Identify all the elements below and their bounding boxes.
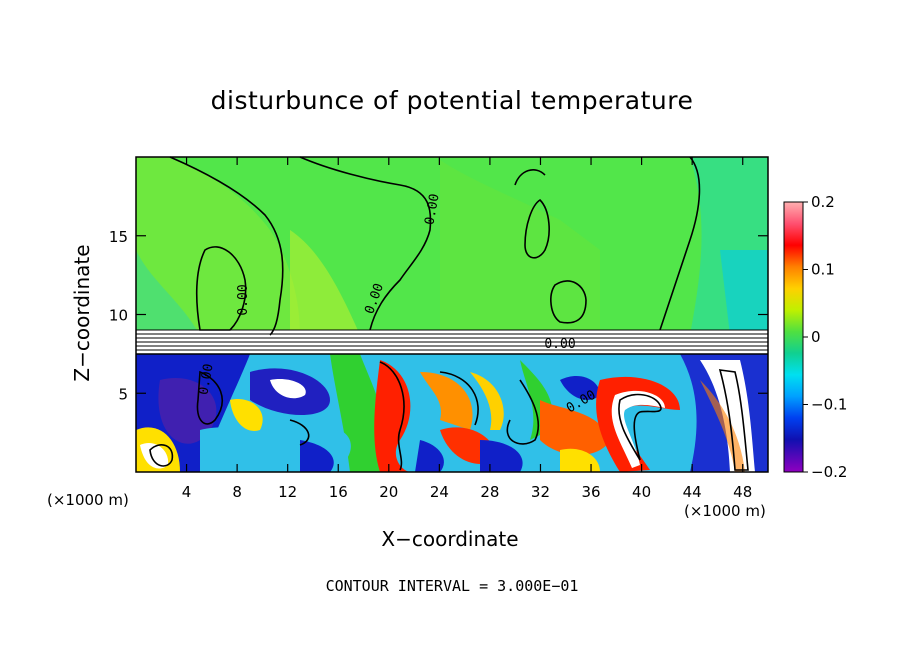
y-axis: 5 10 15 <box>109 228 768 403</box>
x-tick-label: 20 <box>379 483 398 501</box>
contour-interval: CONTOUR INTERVAL = 3.000E−01 <box>325 577 579 595</box>
x-tick-label: 32 <box>531 483 550 501</box>
x-unit-left: (×1000 m) <box>47 491 129 509</box>
x-unit-right: (×1000 m) <box>684 502 766 520</box>
contour-label: 0.00 <box>236 284 251 315</box>
y-tick-label: 15 <box>109 228 128 246</box>
x-tick-label: 44 <box>683 483 702 501</box>
x-tick-label: 12 <box>278 483 297 501</box>
contour-lines <box>136 156 768 471</box>
chart-title: disturbunce of potential temperature <box>210 86 694 115</box>
y-tick-label: 5 <box>118 385 128 403</box>
colorbar-tick-label: 0 <box>811 328 821 346</box>
colorbar-tick-label: −0.2 <box>811 463 847 481</box>
x-tick-label: 36 <box>581 483 600 501</box>
x-tick-label: 16 <box>329 483 348 501</box>
x-tick-label: 48 <box>733 483 752 501</box>
x-tick-label: 28 <box>480 483 499 501</box>
heatmap-field <box>136 157 768 472</box>
y-axis-label: Z−coordinate <box>70 244 94 382</box>
colorbar <box>783 201 804 473</box>
contour-label: 0.00 <box>422 193 442 226</box>
x-tick-label: 24 <box>430 483 449 501</box>
x-tick-label: 8 <box>232 483 242 501</box>
contour-label: 0.00 <box>196 363 216 396</box>
band-lines <box>136 329 768 351</box>
colorbar-tick-label: 0.1 <box>811 261 835 279</box>
x-axis-label: X−coordinate <box>381 527 519 551</box>
y-tick-label: 10 <box>109 307 128 325</box>
colorbar-ticks: 0.2 0.1 0 −0.1 −0.2 <box>803 193 847 481</box>
colorbar-tick-label: 0.2 <box>811 193 835 211</box>
colorbar-tick-label: −0.1 <box>811 396 847 414</box>
x-tick-label: 4 <box>182 483 192 501</box>
x-tick-label: 40 <box>632 483 651 501</box>
contour-label: 0.00 <box>544 337 575 352</box>
x-axis: 4 8 12 16 20 24 28 32 36 40 44 48 <box>182 157 752 501</box>
